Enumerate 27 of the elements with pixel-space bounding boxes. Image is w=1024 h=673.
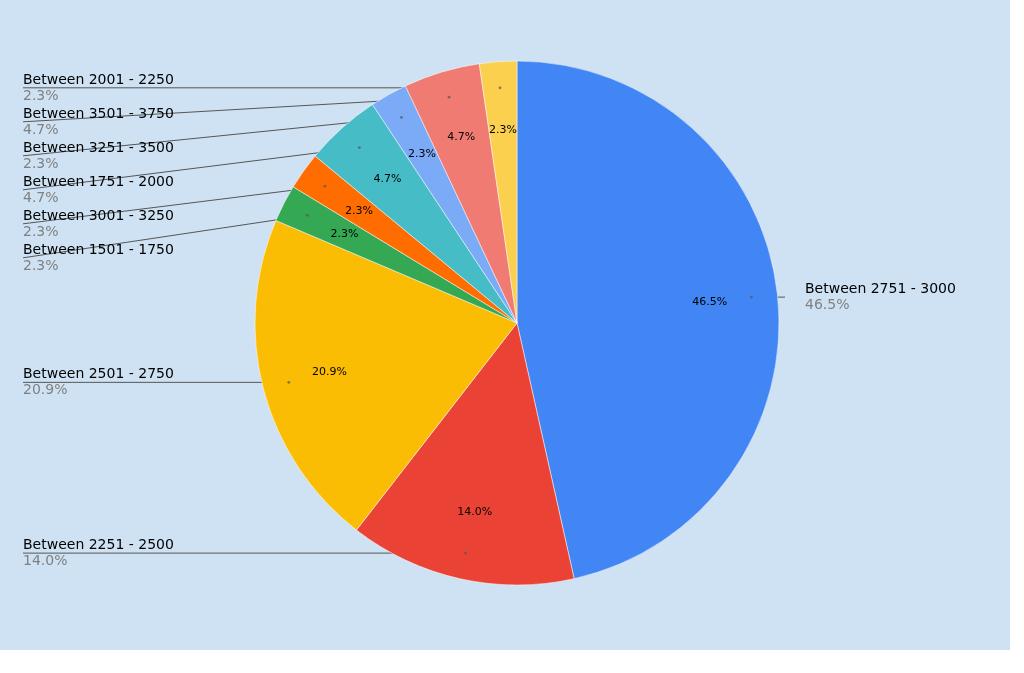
text: 4.7% (23, 188, 59, 205)
text: 2.3% (23, 86, 59, 103)
slice-label: Between 3251 - 3500 (23, 138, 174, 155)
slice-label: Between 3001 - 3250 (23, 206, 174, 223)
slice-label: Between 1501 - 1750 (23, 240, 174, 257)
text: 46.5% (805, 296, 850, 313)
slice-label: Between 2251 - 2500 (23, 536, 174, 553)
data-label: 46.5% (692, 294, 728, 308)
text: 14.0% (23, 552, 68, 569)
slice-label: Between 3501 - 3750 (23, 104, 174, 121)
slice-label: Between 2501 - 2750 (23, 365, 174, 382)
data-label: 4.7% (447, 130, 476, 144)
data-label: 4.7% (373, 171, 402, 185)
data-label: 2.3% (489, 122, 517, 136)
data-label: 14.0% (457, 505, 493, 519)
slice-label: Between 1751 - 2000 (23, 172, 174, 189)
text: 4.7% (23, 120, 59, 137)
slice-label: Between 2001 - 2250 (23, 70, 174, 87)
data-label: 2.3% (408, 146, 436, 160)
data-label: 20.9% (311, 364, 347, 378)
text: 2.3% (23, 154, 59, 171)
text: 2.3% (23, 256, 59, 273)
data-label: 2.3% (330, 227, 359, 241)
data-label: 2.3% (345, 203, 374, 217)
slice-label: Between 2751 - 3000 (805, 280, 956, 297)
text: 20.9% (23, 381, 68, 398)
text: 2.3% (23, 222, 59, 239)
